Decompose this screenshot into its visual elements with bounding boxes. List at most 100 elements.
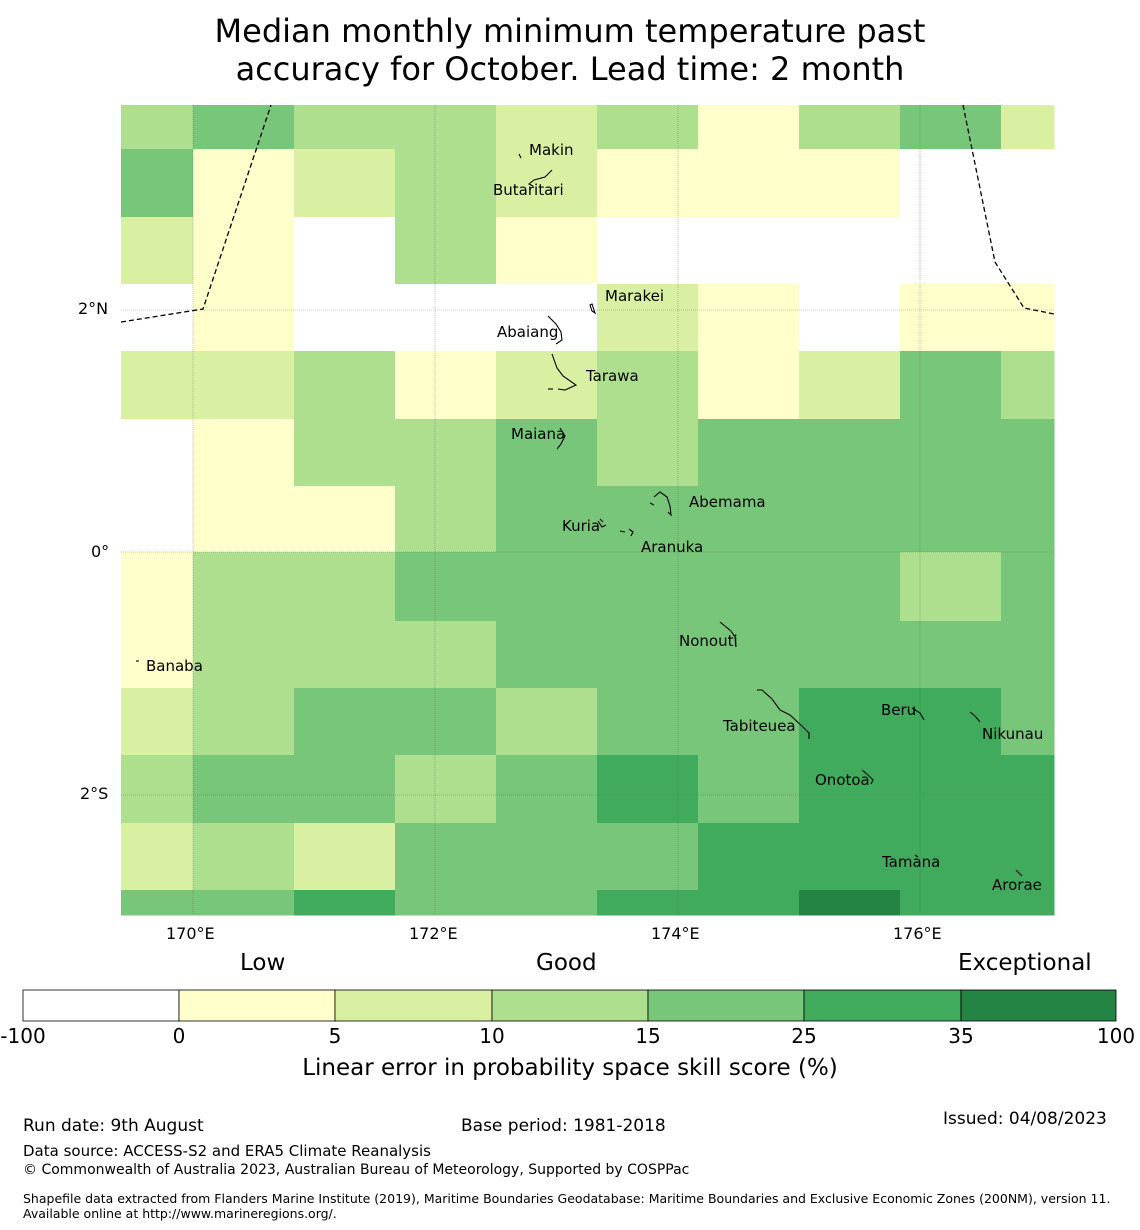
island-shape-nikunau	[969, 711, 981, 723]
island-label-nikunau: Nikunau	[982, 725, 1044, 743]
colorbar-tick-5: 5	[328, 1024, 342, 1048]
grid-cell	[597, 621, 699, 689]
grid-cell	[597, 755, 699, 824]
title-line-2: accuracy for October. Lead time: 2 month	[235, 50, 905, 88]
island-label-kuria: Kuria	[562, 517, 601, 535]
island-shape-kuria	[597, 518, 607, 528]
grid-cell	[1001, 688, 1055, 756]
grid-cell	[294, 552, 396, 622]
grid-cell	[1001, 351, 1055, 420]
grid-cell	[900, 217, 1002, 285]
grid-cell	[698, 890, 800, 916]
grid-cell	[496, 755, 598, 824]
grid-cell	[698, 351, 800, 420]
grid-cell	[799, 755, 901, 824]
colorbar-tick-minus100: -100	[0, 1024, 46, 1048]
grid-cell	[496, 217, 598, 285]
island-label-onotoa: Onotoa	[815, 771, 870, 789]
colorbar-segment	[178, 989, 336, 1022]
grid-cell	[698, 105, 800, 150]
grid-cell	[698, 688, 800, 756]
base-period: Base period: 1981-2018	[461, 1116, 666, 1136]
grid-cell	[698, 284, 800, 352]
grid-cell	[799, 688, 901, 756]
island-label-banaba: Banaba	[146, 657, 203, 675]
grid-cell	[496, 621, 598, 689]
grid-cell	[698, 419, 800, 487]
grid-cell	[900, 552, 1002, 622]
grid-cell	[395, 217, 497, 285]
grid-cell	[193, 284, 295, 352]
grid-cell	[597, 552, 699, 622]
grid-cell	[1001, 890, 1055, 916]
island-label-abaiang: Abaiang	[497, 323, 559, 341]
island-shape-marakei	[589, 303, 597, 315]
grid-cell	[799, 890, 901, 916]
colorbar	[22, 989, 1117, 1022]
lon-label-174e: 174°E	[651, 924, 700, 943]
grid-cell	[698, 149, 800, 218]
grid-cell	[1001, 621, 1055, 689]
grid-cell	[395, 755, 497, 824]
grid-cell	[395, 823, 497, 891]
grid-cell	[294, 284, 396, 352]
map-title: Median monthly minimum temperature past …	[0, 12, 1140, 88]
island-shape-abaiang	[547, 315, 563, 345]
colorbar-segment	[647, 989, 805, 1022]
grid-cell	[496, 823, 598, 891]
grid-cell	[1001, 217, 1055, 285]
grid-cell	[496, 486, 598, 553]
grid-cell	[799, 284, 901, 352]
data-source: Data source: ACCESS-S2 and ERA5 Climate …	[23, 1142, 431, 1160]
island-label-tamana: Tamana	[882, 853, 941, 871]
colorbar-label: Linear error in probability space skill …	[302, 1055, 838, 1081]
skill-grid	[121, 105, 1055, 916]
grid-cell	[496, 105, 598, 150]
island-label-aranuka: Aranuka	[641, 538, 704, 556]
run-date: Run date: 9th August	[23, 1116, 204, 1136]
grid-cell	[395, 351, 497, 420]
grid-cell	[597, 149, 699, 218]
grid-cell	[597, 105, 699, 150]
island-label-arorae: Arorae	[992, 876, 1042, 894]
grid-cell	[799, 351, 901, 420]
grid-cell	[1001, 419, 1055, 487]
grid-cell	[900, 351, 1002, 420]
grid-cell	[294, 419, 396, 487]
island-shape-onotoa	[861, 769, 874, 785]
grid-cell	[121, 823, 194, 891]
island-shape-aranuka	[619, 528, 634, 537]
grid-cell	[121, 105, 194, 150]
grid-cell	[698, 621, 800, 689]
colorbar-tick-35: 35	[948, 1024, 974, 1048]
colorbar-segment	[491, 989, 649, 1022]
grid-cell	[294, 149, 396, 218]
grid-cell	[294, 486, 396, 553]
grid-cell	[799, 486, 901, 553]
colorbar-word-low: Low	[240, 950, 286, 976]
grid-cell	[698, 486, 800, 553]
grid-cell	[698, 217, 800, 285]
colorbar-tick-100: 100	[1096, 1024, 1136, 1048]
grid-cell	[294, 688, 396, 756]
grid-cell	[496, 890, 598, 916]
grid-cell	[1001, 552, 1055, 622]
island-label-tarawa: Tarawa	[586, 367, 639, 385]
grid-cell	[1001, 823, 1055, 891]
island-shape-beru	[911, 707, 925, 721]
grid-cell	[597, 823, 699, 891]
grid-cell	[698, 755, 800, 824]
grid-cell	[294, 351, 396, 420]
grid-cell	[597, 688, 699, 756]
island-label-butaritari: Butaritari	[493, 181, 564, 199]
grid-cell	[121, 217, 194, 285]
grid-cell	[193, 755, 295, 824]
lon-label-176e: 176°E	[893, 924, 942, 943]
lat-label-2n: 2°N	[78, 299, 109, 318]
grid-cell	[597, 419, 699, 487]
colorbar-segment	[334, 989, 493, 1022]
grid-cell	[395, 890, 497, 916]
grid-cell	[1001, 755, 1055, 824]
lat-label-0: 0°	[91, 542, 110, 561]
